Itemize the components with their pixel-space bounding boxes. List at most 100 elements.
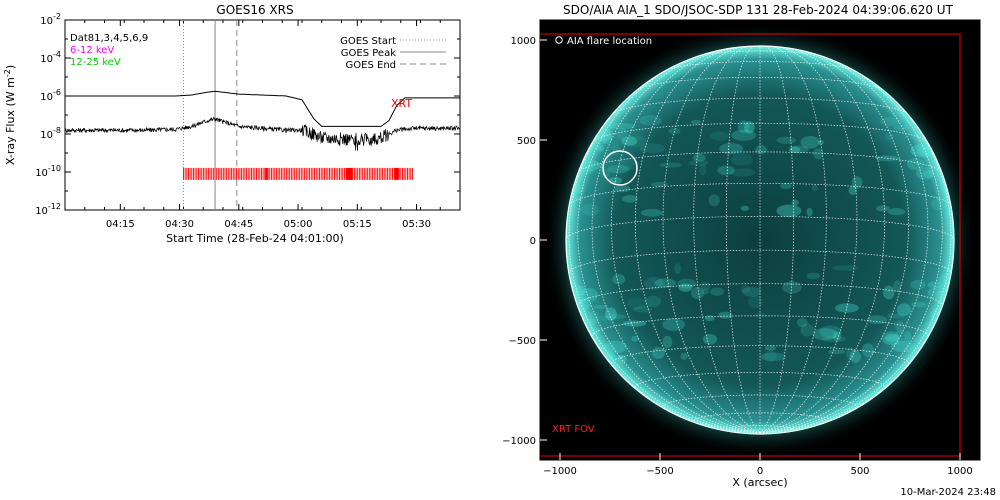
active-region-blob: [639, 143, 665, 153]
xrt-fov-box: [540, 33, 961, 457]
active-region-blob: [616, 127, 628, 141]
active-region-blob: [866, 315, 887, 325]
active-region-blob: [835, 303, 859, 313]
longitude-gridline: [759, 55, 943, 433]
goes-chart-title: GOES16 XRS: [216, 3, 293, 17]
aia-x-tick-label: 1000: [947, 466, 972, 477]
active-region-blob: [881, 331, 901, 346]
aia-x-tick-label: 500: [850, 466, 869, 477]
goes-x-axis: 04:15 04:30 04:45 05:00 05:15 05:30: [64, 20, 461, 230]
active-region-blob: [640, 209, 663, 217]
longitude-gridline: [693, 46, 761, 433]
aia-y-axis: −1000 −500 0 500 1000: [502, 36, 547, 447]
active-region-blob: [880, 117, 901, 127]
goes-y-axis-label: X-ray Flux (W m-2): [3, 65, 17, 165]
active-region-blob: [691, 286, 705, 300]
goes-x-tick-label: 04:45: [224, 219, 253, 230]
aia-x-axis: −1000 −500 0 500 1000: [543, 453, 973, 477]
active-region-blob: [806, 272, 821, 280]
goes-y-tick-label: 10-10: [35, 164, 61, 179]
latitude-gridline: [568, 182, 952, 206]
goes-x-axis-label: Start Time (28-Feb-24 04:01:00): [166, 232, 344, 245]
longitude-gridline: [759, 49, 929, 433]
xrt-observation-bar: [183, 167, 413, 180]
active-region-blob: [690, 119, 702, 125]
active-region-blob: [821, 336, 847, 343]
active-region-blob: [574, 285, 586, 297]
active-region-blob: [704, 315, 715, 322]
active-region-blob: [893, 124, 909, 131]
active-region-blob: [729, 168, 756, 177]
active-region-blob: [782, 281, 802, 294]
active-region-blob: [780, 182, 792, 189]
active-region-blob: [885, 333, 899, 342]
active-region-blob: [832, 265, 858, 271]
active-region-blob: [621, 136, 638, 146]
active-region-blob: [760, 352, 787, 362]
active-region-blob: [800, 323, 814, 337]
active-region-blob: [876, 205, 890, 212]
active-region-blob: [621, 194, 638, 203]
goes-y-axis: 10-2 10-4 10-6 10-8 10-10 10-12: [35, 12, 460, 217]
active-region-blob: [644, 277, 664, 290]
active-region-blob: [571, 184, 585, 194]
longitude-gridline: [577, 55, 761, 433]
active-region-blob: [708, 194, 720, 207]
active-region-blob: [806, 207, 813, 217]
flare-location-circle: [602, 150, 638, 186]
active-region-blob: [698, 163, 707, 176]
active-region-blob: [828, 349, 846, 355]
active-region-blob: [592, 315, 618, 321]
active-region-blob: [910, 143, 935, 158]
goes-y-tick-label: 10-12: [35, 202, 61, 217]
active-region-blob: [741, 286, 762, 297]
active-region-blob: [789, 145, 809, 154]
latitude-gridline: [697, 50, 823, 57]
active-region-blob: [604, 307, 617, 321]
active-region-blob: [927, 281, 943, 289]
active-region-blob: [776, 204, 802, 218]
flare-legend-marker: [555, 36, 563, 44]
active-region-blob: [693, 153, 706, 162]
active-region-blob: [832, 331, 842, 341]
active-region-blob: [796, 317, 808, 328]
longitude-gridline: [725, 46, 761, 433]
active-region-blob: [819, 325, 842, 339]
active-region-blob: [717, 165, 735, 176]
active-region-blob: [937, 290, 948, 296]
active-region-blob: [579, 288, 599, 302]
active-region-blob: [688, 159, 709, 167]
goes-x-tick-label: 04:30: [165, 219, 194, 230]
active-region-blob: [800, 135, 821, 149]
latitude-gridline: [591, 315, 929, 337]
active-region-blob: [678, 283, 693, 292]
latitude-gridline: [693, 412, 827, 422]
active-region-blob: [813, 148, 824, 160]
active-region-blob: [923, 170, 935, 179]
active-region-blob: [607, 164, 630, 174]
active-region-blob: [608, 123, 635, 130]
goes-y-tick-label: 10-8: [40, 126, 61, 141]
active-region-blob: [744, 121, 755, 134]
active-region-blob: [894, 330, 906, 338]
goes-x-tick-label: 05:00: [284, 219, 313, 230]
active-region-blob: [625, 135, 648, 147]
active-region-blob: [849, 350, 862, 363]
aia-x-tick-label: 0: [757, 466, 763, 477]
aia-y-tick-label: 500: [517, 136, 536, 147]
active-region-blob: [895, 320, 905, 333]
active-region-blob: [581, 203, 600, 217]
active-region-blob: [627, 297, 647, 310]
active-region-blob: [701, 288, 710, 295]
active-region-blob: [617, 157, 639, 171]
active-region-blob: [861, 343, 875, 358]
footer-timestamp: 10-Mar-2024 23:48: [900, 487, 996, 498]
longitude-gridline: [591, 49, 761, 433]
flare-legend-label: AIA flare location: [567, 36, 652, 47]
active-region-blob: [604, 314, 626, 320]
active-region-blob: [718, 311, 733, 319]
aia-x-axis-label: X (arcsec): [732, 476, 787, 489]
goes-y-tick-label: 10-2: [40, 12, 61, 27]
